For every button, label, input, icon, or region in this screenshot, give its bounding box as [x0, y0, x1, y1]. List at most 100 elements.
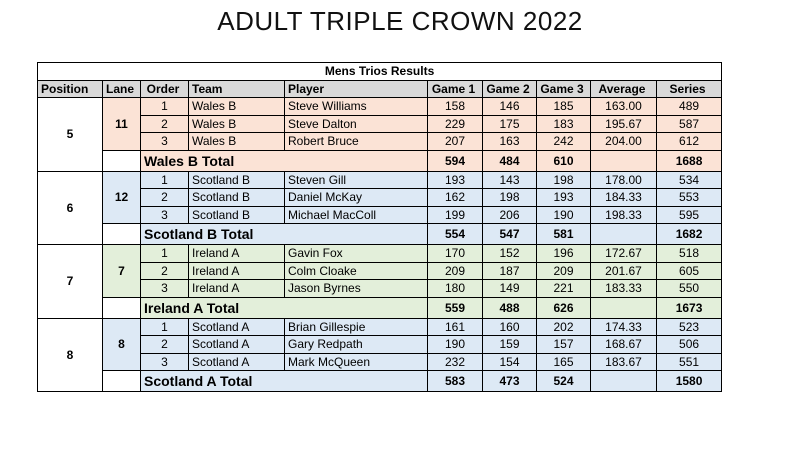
player-cell: Mark McQueen [284, 352, 428, 371]
player-cell: Steven Gill [284, 170, 428, 189]
header-order: Order [140, 79, 189, 98]
game-2-cell: 163 [482, 132, 537, 151]
player-cell: Michael MacColl [284, 205, 428, 224]
player-cell: Gary Redpath [284, 335, 428, 354]
position-cell: 6 [37, 170, 103, 245]
team-cell: Wales B [188, 114, 285, 133]
series-cell: 551 [655, 352, 723, 371]
total-game-3: 581 [536, 223, 591, 245]
game-3-cell: 157 [536, 335, 591, 354]
average-cell: 195.67 [590, 114, 657, 133]
series-cell: 553 [655, 188, 723, 207]
order-cell: 2 [140, 188, 189, 207]
table-row: 2 Ireland A Colm Cloake 209 187 209 201.67 605 [38, 261, 723, 280]
average-cell: 174.33 [590, 317, 657, 336]
table-row: 3 Scotland B Michael MacColl 199 206 190 198.3… [38, 205, 723, 224]
header-series: Series [655, 79, 723, 98]
game-1-cell: 180 [427, 279, 483, 298]
team-cell: Scotland A [188, 352, 285, 371]
position-cell: 5 [37, 97, 103, 172]
game-3-cell: 198 [536, 170, 591, 189]
team-cell: Ireland A [188, 244, 285, 263]
series-cell: 550 [655, 279, 723, 298]
results-table: Mens Trios Results Position Lane Order T… [36, 62, 723, 392]
game-2-cell: 154 [482, 352, 537, 371]
game-2-cell: 198 [482, 188, 537, 207]
total-game-3: 626 [536, 296, 591, 319]
total-game-2: 484 [482, 149, 537, 172]
lane-blank-cell [102, 296, 141, 319]
player-cell: Jason Byrnes [284, 279, 428, 298]
table-row: 2 Wales B Steve Dalton 229 175 183 195.67 587 [38, 114, 723, 133]
game-3-cell: 221 [536, 279, 591, 298]
order-cell: 3 [140, 132, 189, 151]
series-cell: 506 [655, 335, 723, 354]
lane-cell: 12 [102, 170, 141, 224]
header-game-2: Game 2 [482, 79, 537, 98]
game-2-cell: 175 [482, 114, 537, 133]
lane-cell: 8 [102, 317, 141, 371]
order-cell: 1 [140, 244, 189, 263]
total-average-blank [590, 223, 657, 245]
series-cell: 489 [655, 97, 723, 116]
page-title: ADULT TRIPLE CROWN 2022 [217, 6, 583, 36]
team-cell: Scotland A [188, 335, 285, 354]
player-cell: Steve Williams [284, 97, 428, 116]
game-3-cell: 183 [536, 114, 591, 133]
game-1-cell: 162 [427, 188, 483, 207]
table-row: 6 12 1 Scotland B Steven Gill 193 143 198 178.00… [37, 170, 723, 245]
order-cell: 3 [140, 205, 189, 224]
average-cell: 172.67 [590, 244, 657, 263]
position-cell: 8 [37, 317, 103, 392]
average-cell: 184.33 [590, 188, 657, 207]
order-cell: 2 [140, 261, 189, 280]
player-cell: Brian Gillespie [284, 317, 428, 336]
total-game-2: 473 [482, 370, 537, 392]
team-cell: Ireland A [188, 261, 285, 280]
game-1-cell: 170 [427, 244, 483, 263]
total-game-2: 547 [482, 223, 537, 245]
game-2-cell: 206 [482, 205, 537, 224]
game-2-cell: 159 [482, 335, 537, 354]
team-cell: Ireland A [188, 279, 285, 298]
total-average-blank [590, 149, 657, 172]
series-cell: 605 [655, 261, 723, 280]
player-cell: Steve Dalton [284, 114, 428, 133]
total-label: Scotland A Total [140, 370, 428, 392]
order-cell: 3 [140, 279, 189, 298]
game-2-cell: 143 [482, 170, 537, 189]
total-game-2: 488 [482, 296, 537, 319]
game-3-cell: 202 [536, 317, 591, 336]
game-2-cell: 160 [482, 317, 537, 336]
total-series: 1580 [655, 370, 723, 392]
table-row: 3 Ireland A Jason Byrnes 180 149 221 183.33 550 [38, 279, 723, 298]
total-game-1: 583 [427, 370, 483, 392]
total-row: Scotland A Total 583 473 524 1580 [38, 370, 723, 392]
header-team: Team [188, 79, 285, 98]
total-game-1: 594 [427, 149, 483, 172]
average-cell: 201.67 [590, 261, 657, 280]
order-cell: 2 [140, 335, 189, 354]
table-row: 8 8 1 Scotland A Brian Gillespie 161 160 202 174… [37, 317, 723, 392]
header-average: Average [590, 79, 657, 98]
game-1-cell: 190 [427, 335, 483, 354]
order-cell: 2 [140, 114, 189, 133]
average-cell: 183.67 [590, 352, 657, 371]
order-cell: 3 [140, 352, 189, 371]
table-title-row: Mens Trios Results [36, 62, 723, 81]
order-cell: 1 [140, 170, 189, 189]
series-cell: 534 [655, 170, 723, 189]
header-lane: Lane [102, 79, 141, 98]
player-cell: Colm Cloake [284, 261, 428, 280]
total-label: Wales B Total [140, 149, 428, 172]
total-average-blank [590, 370, 657, 392]
table-row: 2 Scotland A Gary Redpath 190 159 157 168.67 50… [38, 335, 723, 354]
game-1-cell: 207 [427, 132, 483, 151]
lane-cell: 11 [102, 97, 141, 151]
game-2-cell: 187 [482, 261, 537, 280]
header-position: Position [37, 79, 103, 98]
order-cell: 1 [140, 317, 189, 336]
lane-cell: 7 [102, 244, 141, 298]
results-body: 5 11 1 Wales B Steve Williams 158 146 185 163.00… [37, 97, 723, 392]
series-cell: 587 [655, 114, 723, 133]
